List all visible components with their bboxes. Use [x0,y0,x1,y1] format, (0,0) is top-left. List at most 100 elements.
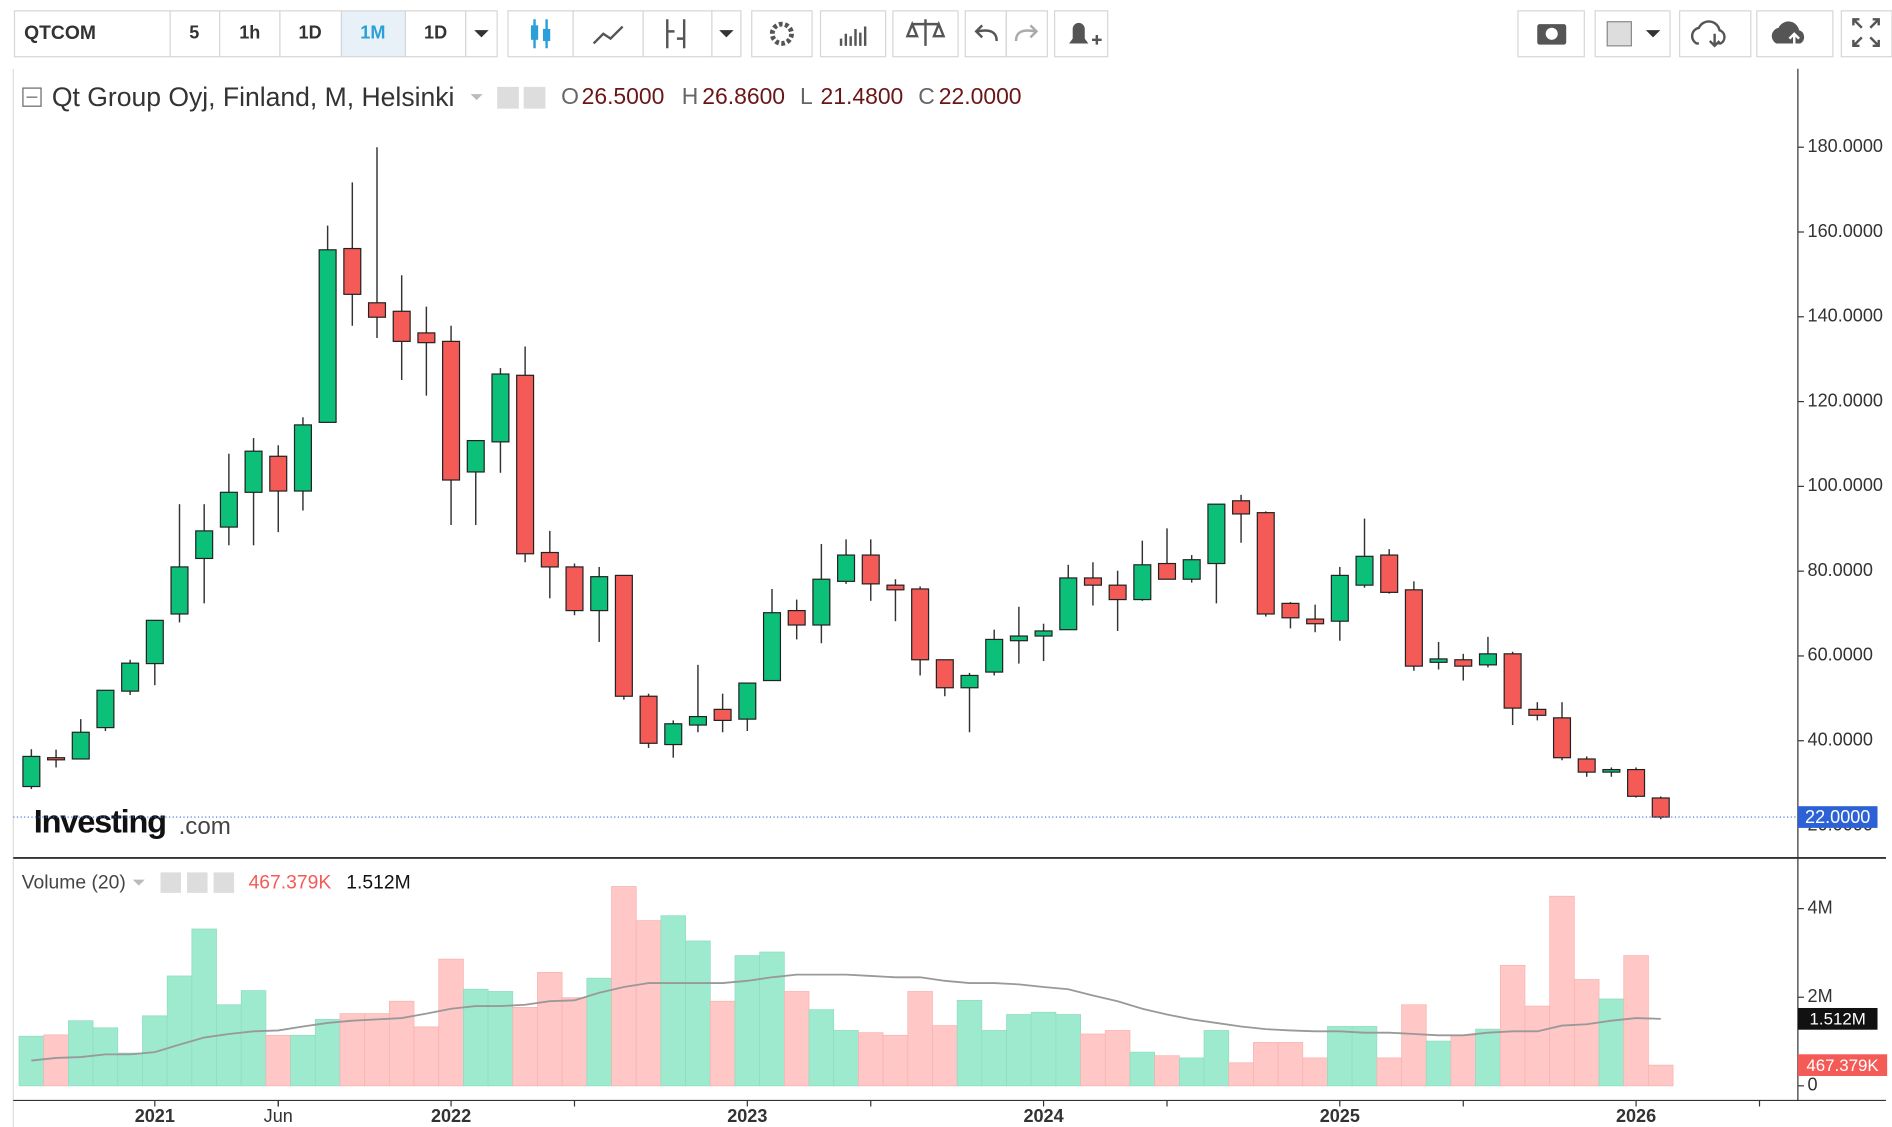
volume-bar [117,1052,143,1087]
volume-bar [783,991,810,1087]
candle-body [1207,503,1226,565]
interval-button-active[interactable] [340,10,407,58]
candle-body [244,450,263,493]
volume-value-box [1797,1054,1888,1076]
volume-ma-current: 1.512M [346,872,410,893]
volume-title: Volume (20) [22,872,126,893]
y-tick-label: 0 [1808,1075,1818,1095]
candle-body [343,247,362,295]
volume-bar [858,1032,884,1087]
candle-body [22,755,41,788]
volume-bar [1573,979,1600,1087]
candle-body [1627,768,1646,797]
fullscreen-button[interactable] [1840,10,1892,58]
indicators-button[interactable] [819,10,887,58]
candle-body [960,674,979,689]
y-tick-label: 160.0000 [1808,221,1883,241]
candle-body [985,638,1004,673]
candle-body [1503,653,1522,709]
x-tick-label: 2022 [431,1106,471,1126]
volume-bar [68,1020,94,1087]
volume-bar [1277,1042,1304,1087]
volume-bar [808,1009,835,1087]
line-button[interactable] [572,10,644,58]
volume-bar [1253,1042,1279,1087]
candle-body [713,708,732,721]
candle-body [145,619,164,665]
volume-bar [142,1015,168,1087]
ohlc-key: L [800,83,813,109]
candle-body [1478,653,1497,666]
volume-bar [1006,1014,1032,1087]
volume-bar [1351,1026,1378,1087]
volume-bar [1129,1051,1156,1087]
volume-bar [487,991,514,1087]
candle-body [1330,574,1349,622]
candle-body [1454,659,1473,667]
settings-icon[interactable] [523,86,546,109]
color-button[interactable] [1594,10,1671,58]
candles-button[interactable] [507,10,574,58]
candle-body [1009,635,1028,642]
volume-bar [956,999,983,1087]
settings-icon[interactable] [187,872,208,893]
volume-bar [635,920,662,1087]
volume-bar [413,1026,440,1087]
alert-button[interactable] [1053,10,1109,58]
interval-button[interactable] [404,10,467,58]
volume-bar [265,1034,291,1087]
volume-bar [240,990,267,1087]
candle-body [1602,768,1621,773]
volume-bar [364,1013,390,1087]
visibility-icon[interactable] [160,872,181,893]
candle-body [96,689,115,729]
ma-value-box [1797,1007,1878,1030]
volume-bar [1302,1057,1328,1087]
volume-bar [339,1013,366,1087]
undo-button[interactable] [964,10,1007,58]
volume-bar [1080,1033,1106,1087]
interval-button[interactable] [219,10,281,58]
candle-body [1256,512,1275,615]
tools-button[interactable] [642,10,713,58]
x-tick-label: 2021 [135,1106,175,1126]
volume-bar [734,955,761,1087]
candle-body [614,574,633,697]
ma-value-label: 1.512M [1810,1010,1866,1029]
volume-bar [1178,1057,1205,1087]
volume-bar [92,1027,119,1087]
interval-button[interactable] [169,10,221,58]
volume-bar [18,1035,45,1087]
y-tick-label: 140.0000 [1808,306,1883,326]
candle-body [318,249,337,423]
redo-button[interactable] [1005,10,1048,58]
volume-bar [1030,1011,1057,1087]
chart-title: Qt Group Oyj, Finland, M, Helsinki [52,82,455,112]
candle-body [367,302,387,318]
settings-button[interactable] [751,10,813,58]
watermark-suffix: .com [179,813,231,840]
volume-bar [290,1034,316,1087]
volume-bar [43,1034,69,1087]
volume-bar [1499,964,1526,1087]
volume-bar [1055,1014,1081,1087]
candle-body [565,566,584,612]
candle-body [121,662,140,692]
volume-bar [388,1000,415,1087]
candle-body [738,682,757,720]
visibility-icon[interactable] [497,86,519,109]
candle-body [935,659,954,689]
volume-bar [1648,1064,1674,1087]
close-icon[interactable] [213,872,235,893]
volume-bar [1524,1005,1551,1087]
volume-bar [685,940,711,1087]
candle-body [1528,708,1547,716]
volume-bar [1549,895,1575,1087]
candle-body [1034,630,1053,637]
candle-body [886,584,905,591]
symbol-box[interactable] [13,10,171,58]
candle-body [1577,758,1596,773]
volume-bar [216,1004,242,1087]
